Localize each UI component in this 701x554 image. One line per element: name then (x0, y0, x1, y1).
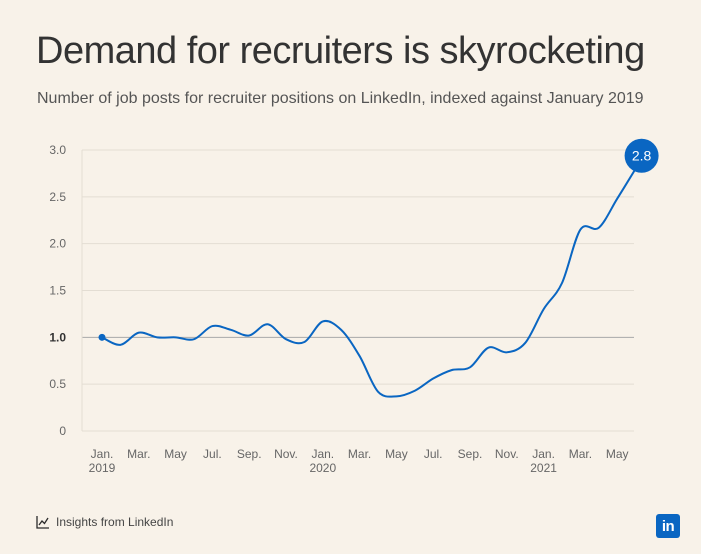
x-tick-label: May (164, 447, 187, 461)
y-tick-label: 3.0 (49, 143, 66, 157)
y-axis-ticks: 3.0 2.5 2.0 1.5 1.0 0.5 0 (49, 143, 66, 438)
x-tick-label: Mar. (569, 447, 592, 461)
grid-lines (81, 149, 634, 432)
x-tick-label: Jul. (203, 447, 222, 461)
x-tick-year-label: 2021 (530, 461, 557, 475)
linkedin-logo-icon[interactable]: in (656, 514, 680, 538)
end-value-bubble (624, 138, 659, 173)
start-point-marker (98, 333, 106, 341)
y-tick-label: 1.5 (49, 284, 66, 298)
y-tick-label: 0.5 (49, 377, 66, 391)
x-tick-label: Mar. (348, 447, 371, 461)
x-tick-label: Jan. (91, 447, 114, 461)
series-layer: 2.8 (98, 138, 659, 398)
x-tick-year-label: 2019 (89, 461, 116, 475)
x-tick-label: May (606, 447, 629, 461)
x-tick-label: Nov. (274, 447, 298, 461)
end-value-label: 2.8 (632, 148, 652, 164)
footer-source-text: Insights from LinkedIn (56, 515, 174, 529)
x-tick-label: Jan. (532, 447, 555, 461)
y-tick-label: 2.5 (49, 190, 66, 204)
x-tick-label: May (385, 447, 408, 461)
x-tick-label: Jul. (424, 447, 443, 461)
chart-subtitle: Number of job posts for recruiter positi… (37, 90, 644, 107)
x-tick-label: Nov. (495, 447, 519, 461)
y-tick-label: 0 (59, 424, 66, 438)
x-tick-label: Sep. (458, 447, 483, 461)
x-tick-label: Jan. (311, 447, 334, 461)
x-tick-year-label: 2020 (309, 461, 336, 475)
y-tick-label: 1.0 (49, 330, 66, 344)
footer-source: Insights from LinkedIn (36, 515, 173, 529)
y-tick-label: 2.0 (49, 237, 66, 251)
x-tick-label: Mar. (127, 447, 150, 461)
chart-title: Demand for recruiters is skyrocketing (36, 30, 645, 72)
series-line (101, 167, 637, 398)
x-tick-label: Sep. (237, 447, 262, 461)
chart-trend-icon (36, 516, 49, 529)
